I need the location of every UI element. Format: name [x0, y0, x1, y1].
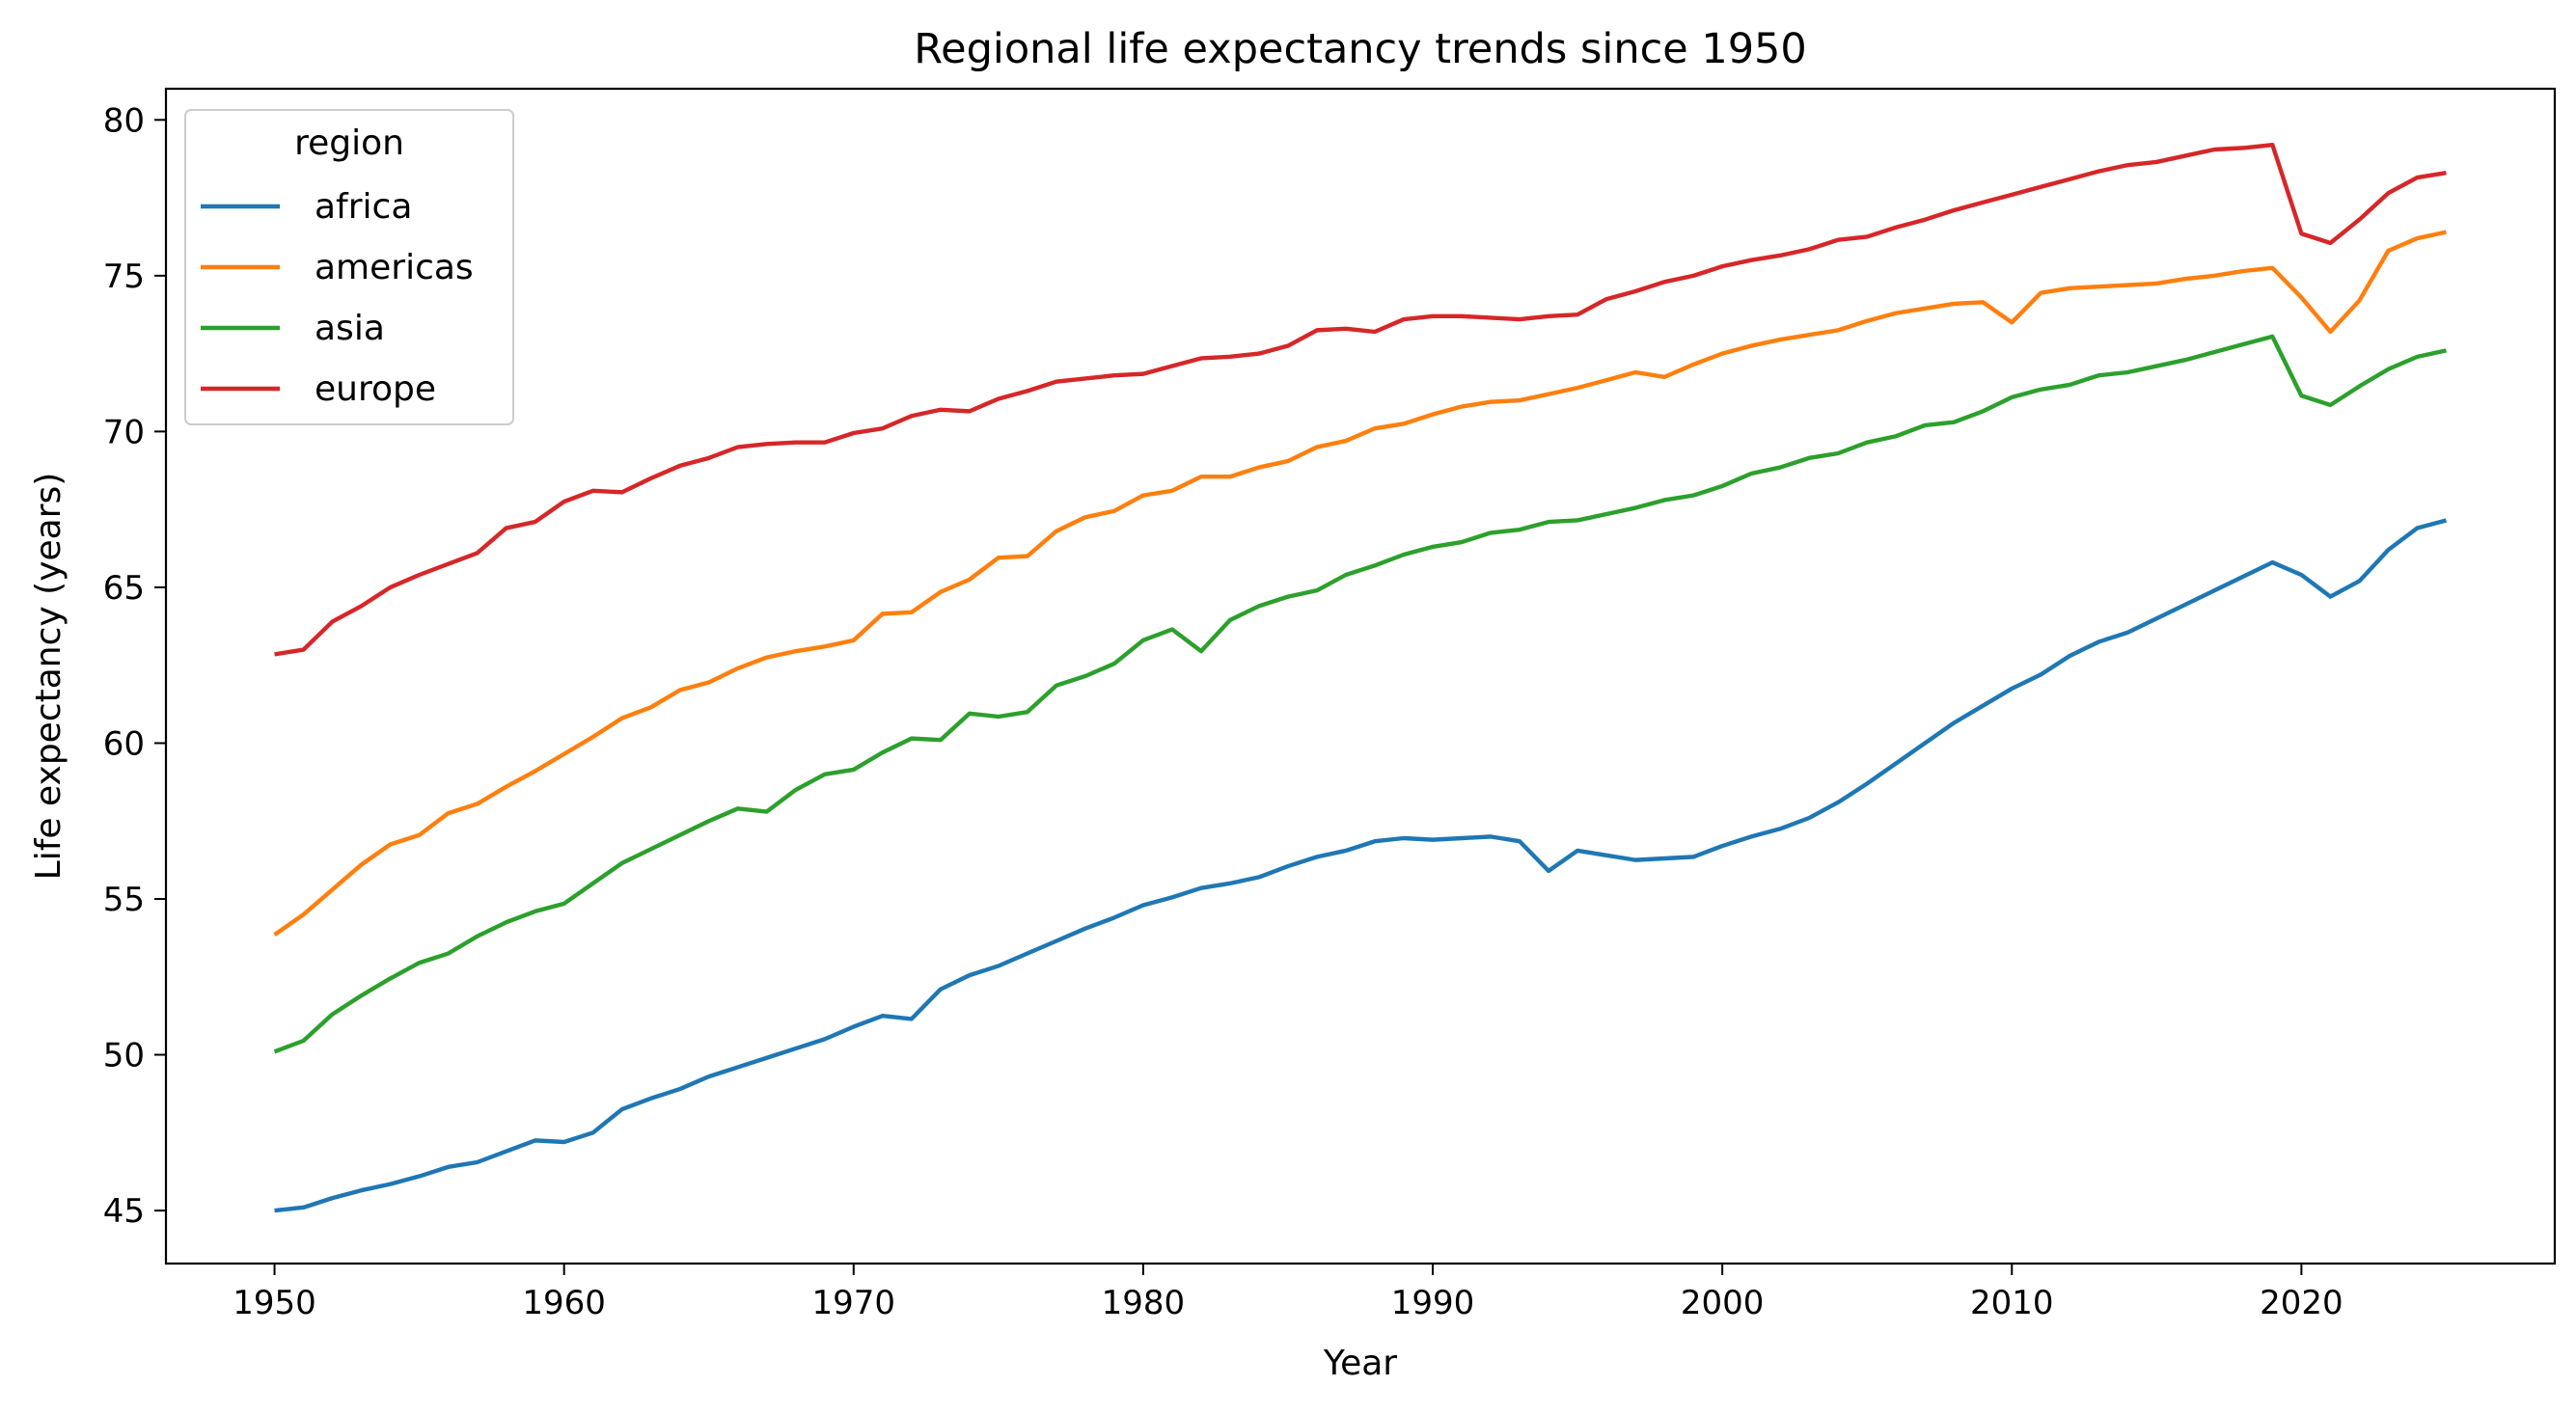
y-tick-label: 80: [103, 101, 145, 140]
legend-items: africa americas asia europe: [201, 187, 474, 409]
x-tick-label: 1980: [1102, 1284, 1186, 1322]
x-axis-ticks: 1950 1960 1970 1980 1990 2000 2010 2020: [233, 1264, 2343, 1322]
x-tick-label: 1970: [812, 1284, 896, 1322]
y-tick-label: 65: [103, 569, 145, 608]
x-tick-label: 2010: [1970, 1284, 2054, 1322]
legend-title: region: [294, 123, 404, 163]
legend-label-americas: americas: [315, 248, 474, 287]
series-layer: [273, 142, 2448, 1213]
y-tick-label: 45: [103, 1192, 145, 1231]
series-line-asia: [273, 334, 2447, 1054]
y-tick-label: 75: [103, 258, 145, 296]
y-axis-label: Life expectancy (years): [29, 473, 69, 881]
series-line-americas: [273, 230, 2447, 937]
legend-label-asia: asia: [315, 309, 385, 348]
legend: region africa americas asia europe: [184, 109, 514, 425]
x-tick-label: 2020: [2260, 1284, 2343, 1322]
x-tick-label: 1950: [233, 1284, 316, 1322]
chart-title: Regional life expectancy trends since 19…: [914, 25, 1807, 73]
series-line-europe: [274, 142, 2447, 657]
series-line-africa: [274, 518, 2448, 1213]
legend-label-europe: europe: [315, 369, 436, 409]
y-tick-label: 50: [103, 1037, 145, 1075]
y-tick-label: 55: [103, 881, 145, 919]
x-tick-label: 1960: [522, 1284, 606, 1322]
legend-frame: [184, 109, 514, 425]
y-axis-ticks: 45 50 55 60 65 70 75 80: [103, 101, 166, 1231]
y-tick-label: 60: [103, 724, 145, 763]
x-tick-label: 1990: [1391, 1284, 1475, 1322]
plot-area-frame: [164, 87, 2557, 1265]
x-tick-label: 2000: [1681, 1284, 1765, 1322]
y-tick-label: 70: [103, 413, 145, 451]
legend-label-africa: africa: [315, 187, 412, 227]
x-axis-label: Year: [1323, 1344, 1397, 1383]
